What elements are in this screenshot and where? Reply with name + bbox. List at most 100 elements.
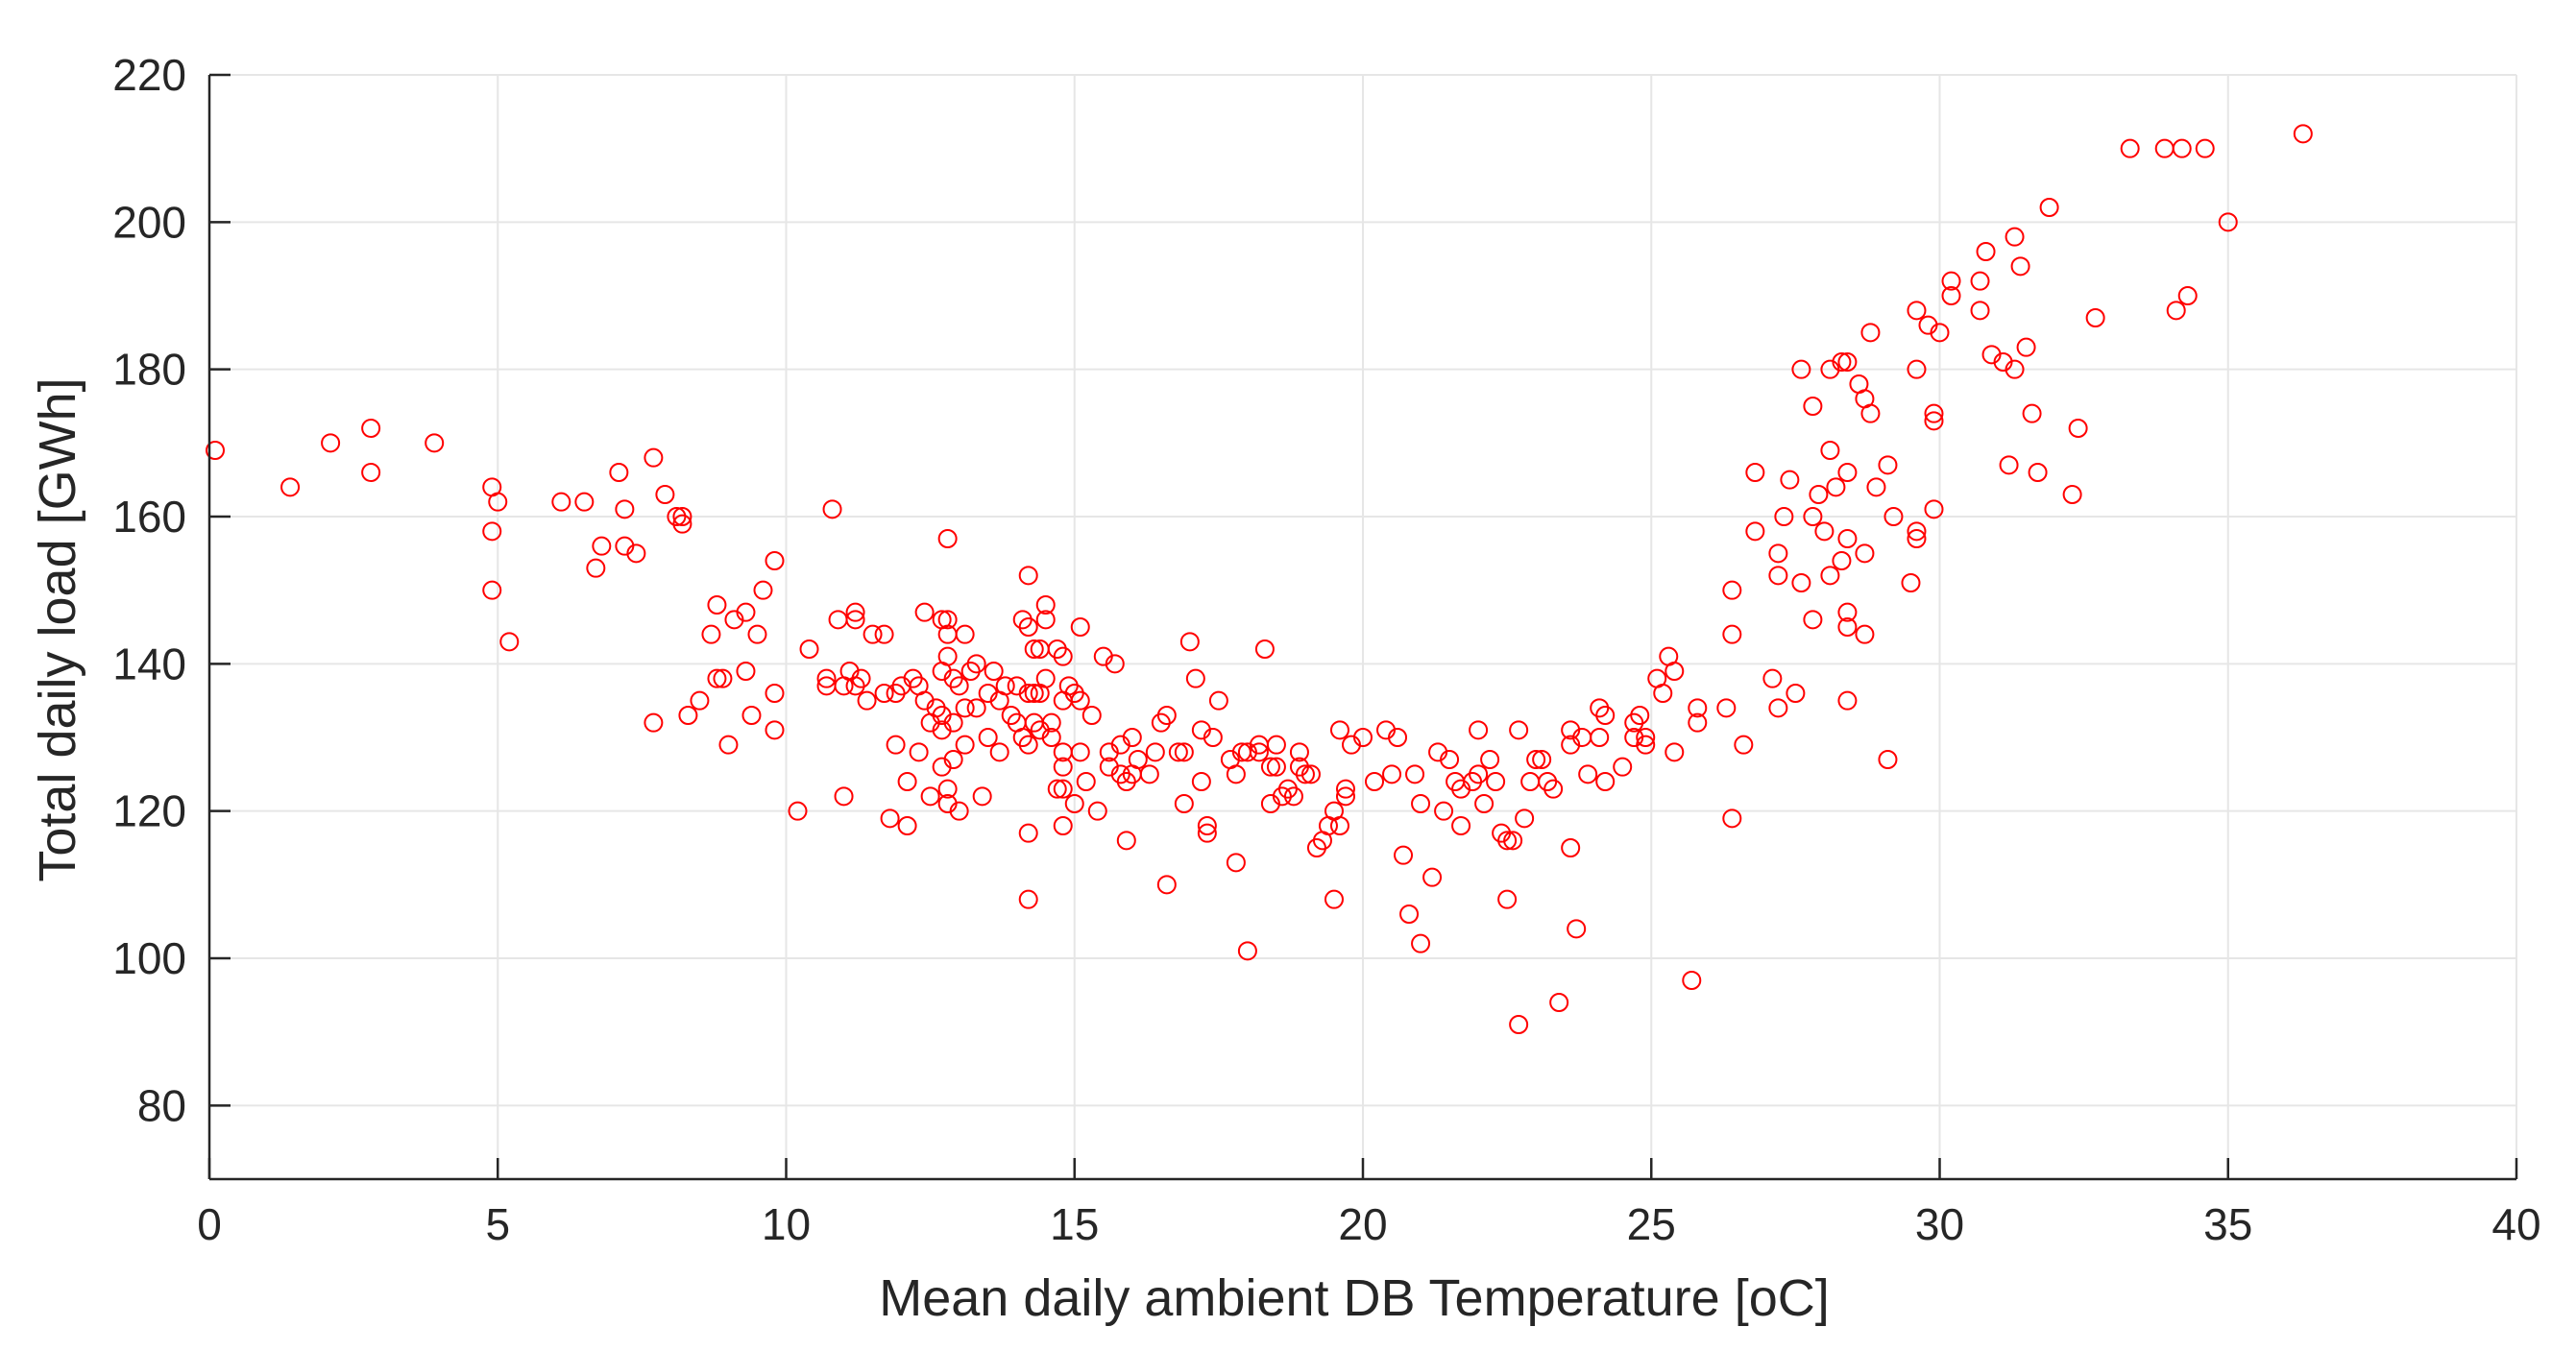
x-tick-label: 35 bbox=[2203, 1199, 2252, 1249]
data-point bbox=[1237, 941, 1257, 961]
data-point bbox=[361, 463, 381, 482]
data-point bbox=[1053, 757, 1073, 777]
data-point bbox=[1837, 602, 1858, 622]
data-point bbox=[1053, 646, 1073, 666]
grid bbox=[209, 74, 2517, 1179]
data-point bbox=[1837, 617, 1858, 637]
data-point bbox=[765, 684, 785, 703]
data-point bbox=[1411, 794, 1431, 813]
x-tick-label: 40 bbox=[2491, 1199, 2540, 1249]
data-point bbox=[920, 786, 940, 807]
data-point bbox=[1768, 698, 1788, 718]
x-tick-label: 15 bbox=[1050, 1199, 1099, 1249]
data-point bbox=[1249, 742, 1269, 762]
data-point bbox=[1866, 477, 1886, 497]
data-point bbox=[1814, 521, 1835, 542]
data-point bbox=[1451, 816, 1471, 835]
data-point bbox=[1145, 742, 1165, 762]
data-point bbox=[1411, 933, 1431, 953]
data-point bbox=[1203, 728, 1223, 747]
data-point bbox=[1076, 772, 1096, 791]
data-point bbox=[943, 750, 963, 769]
data-point bbox=[816, 668, 837, 688]
data-point bbox=[1266, 735, 1286, 755]
data-point bbox=[2062, 485, 2082, 504]
data-point bbox=[1636, 735, 1656, 755]
data-point bbox=[1595, 772, 1616, 791]
data-point bbox=[972, 786, 992, 807]
data-point bbox=[995, 676, 1015, 696]
data-point bbox=[937, 529, 958, 548]
data-point bbox=[1503, 831, 1523, 851]
data-point bbox=[1820, 566, 1840, 586]
data-point bbox=[1283, 786, 1303, 807]
data-point bbox=[1081, 706, 1102, 725]
data-point bbox=[1930, 323, 1950, 343]
data-point bbox=[897, 816, 917, 835]
data-point bbox=[1018, 566, 1038, 586]
data-point bbox=[845, 610, 865, 630]
data-point bbox=[2218, 212, 2238, 232]
data-point bbox=[1907, 529, 1927, 548]
data-point bbox=[1722, 624, 1742, 644]
data-point bbox=[1636, 728, 1656, 747]
data-point bbox=[2068, 419, 2088, 438]
data-point bbox=[615, 499, 635, 519]
data-point bbox=[943, 712, 963, 733]
data-point bbox=[851, 668, 871, 688]
data-point bbox=[1324, 889, 1344, 909]
data-point bbox=[1191, 772, 1211, 791]
data-point bbox=[1156, 875, 1177, 895]
data-point bbox=[1941, 271, 1961, 291]
data-point bbox=[2120, 138, 2140, 158]
data-point bbox=[2172, 138, 2192, 158]
data-point bbox=[1018, 889, 1038, 909]
data-point bbox=[1024, 684, 1044, 703]
y-tick-label: 180 bbox=[112, 345, 186, 395]
data-point bbox=[1860, 323, 1881, 343]
data-point bbox=[1590, 728, 1610, 747]
data-point bbox=[1878, 750, 1898, 769]
data-point bbox=[655, 485, 675, 504]
data-point bbox=[1122, 728, 1142, 747]
data-point bbox=[1791, 359, 1811, 379]
data-point bbox=[1653, 684, 1673, 703]
data-point bbox=[2005, 359, 2025, 379]
data-point bbox=[707, 595, 727, 615]
data-point bbox=[736, 662, 756, 681]
data-point bbox=[1300, 764, 1321, 784]
data-point bbox=[1474, 794, 1495, 813]
data-point bbox=[1780, 470, 1800, 490]
data-point bbox=[765, 720, 785, 740]
data-point bbox=[1289, 742, 1309, 762]
data-point bbox=[1497, 889, 1518, 909]
data-point bbox=[1630, 706, 1650, 725]
data-point bbox=[2039, 198, 2059, 217]
data-point bbox=[886, 735, 906, 755]
data-point bbox=[2028, 463, 2048, 482]
data-point bbox=[361, 419, 381, 438]
y-tick-label: 100 bbox=[112, 933, 186, 983]
data-point bbox=[1509, 720, 1529, 740]
data-point bbox=[914, 602, 935, 622]
x-tick-label: 25 bbox=[1627, 1199, 1676, 1249]
data-point bbox=[1480, 750, 1500, 769]
data-point bbox=[1722, 580, 1742, 600]
data-point bbox=[2022, 403, 2042, 423]
data-point bbox=[1070, 690, 1090, 711]
data-point bbox=[1070, 742, 1090, 762]
data-point bbox=[1035, 610, 1056, 630]
data-point bbox=[1774, 507, 1794, 526]
data-point bbox=[1837, 463, 1858, 482]
data-point bbox=[488, 492, 508, 512]
data-point bbox=[857, 690, 877, 711]
data-point bbox=[1786, 684, 1806, 703]
data-point bbox=[1515, 808, 1535, 829]
data-point bbox=[834, 786, 854, 807]
data-point bbox=[1970, 271, 1990, 291]
data-point bbox=[1174, 742, 1194, 762]
data-point bbox=[1388, 728, 1408, 747]
data-point bbox=[482, 521, 502, 542]
x-tick-label: 30 bbox=[1915, 1199, 1964, 1249]
